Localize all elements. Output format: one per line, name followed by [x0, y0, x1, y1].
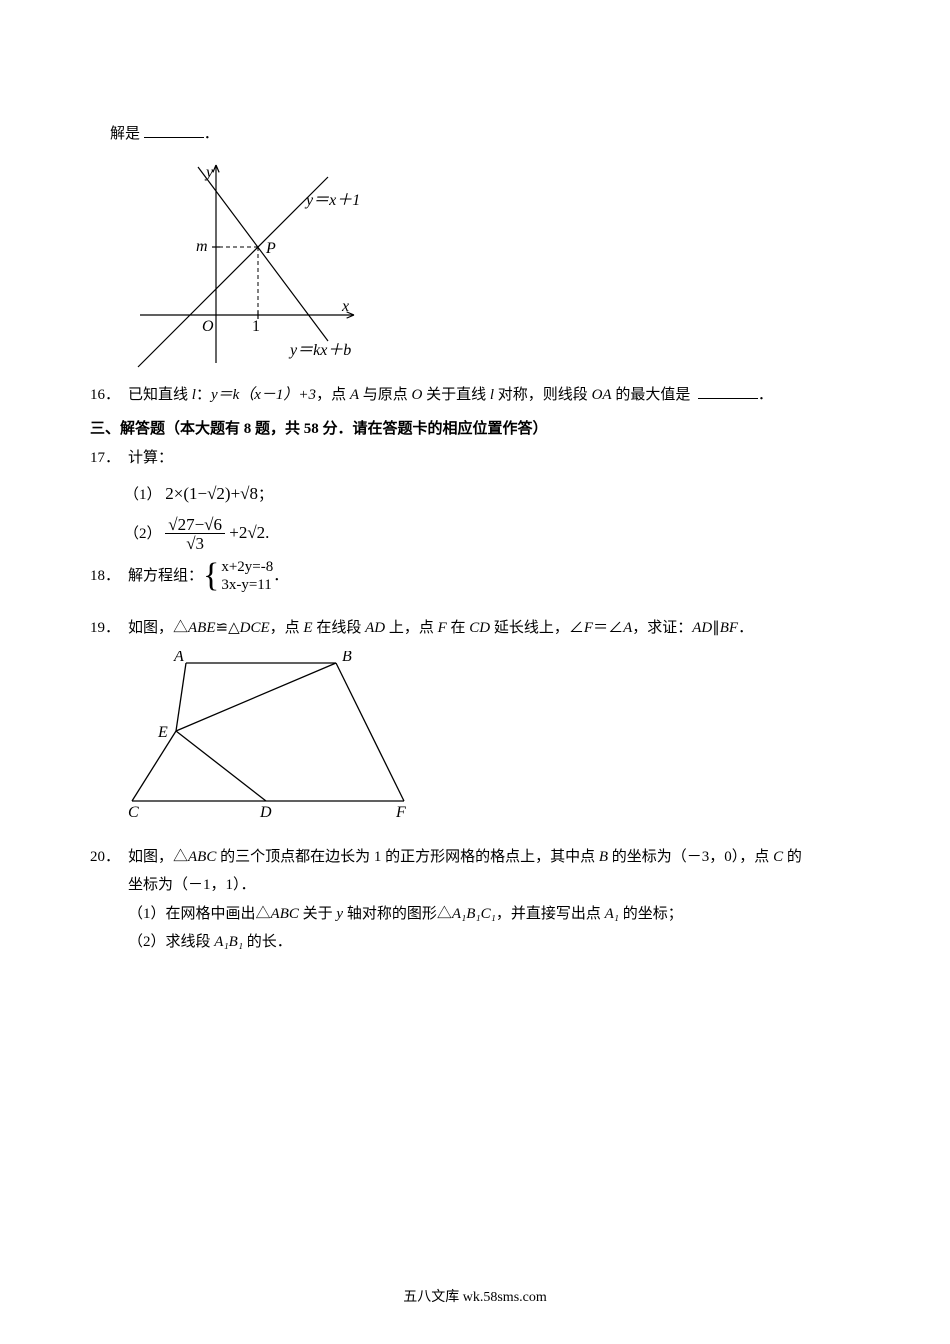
page-footer: 五八文库 wk.58sms.com — [0, 1285, 950, 1312]
q16-num: 16． — [90, 381, 128, 410]
q16-text: 已知直线 l：y＝k（x－1）+3，点 A 与原点 O 关于直线 l 对称，则线… — [128, 381, 773, 410]
svg-text:1: 1 — [252, 318, 260, 335]
svg-text:E: E — [157, 724, 168, 741]
svg-text:O: O — [202, 318, 214, 335]
q20-part2: （2） 求线段 A₁B₁ 的长． — [90, 928, 860, 957]
q18: 18． 解方程组： { x+2y=-8 3x-y=11 ． — [90, 558, 860, 594]
q19-text: 如图，△ABE≌△DCE，点 E 在线段 AD 上，点 F 在 CD 延长线上，… — [128, 614, 753, 643]
q16: 16． 已知直线 l：y＝k（x－1）+3，点 A 与原点 O 关于直线 l 对… — [90, 381, 860, 410]
q20-line2: 坐标为（－1，1）． — [90, 871, 860, 900]
q20-p1-text: 在网格中画出△ABC 关于 y 轴对称的图形△A₁B₁C₁，并直接写出点 A₁ … — [166, 900, 683, 929]
q18-num: 18． — [90, 562, 128, 591]
q20-text1: 如图，△ABC 的三个顶点都在边长为 1 的正方形网格的格点上，其中点 B 的坐… — [128, 843, 802, 872]
svg-text:A: A — [173, 651, 184, 665]
svg-text:x: x — [341, 298, 349, 315]
q15-text: 解是 — [110, 120, 140, 149]
q17-num: 17． — [90, 444, 128, 473]
q16-blank — [698, 384, 758, 399]
svg-text:y: y — [204, 164, 214, 181]
q20-num: 20． — [90, 843, 128, 872]
svg-text:P: P — [265, 240, 276, 257]
q19: 19． 如图，△ABE≌△DCE，点 E 在线段 AD 上，点 F 在 CD 延… — [90, 614, 860, 643]
svg-text:D: D — [259, 804, 272, 821]
q15-tail: 解是 ． — [90, 120, 860, 149]
q17: 17． 计算： — [90, 444, 860, 473]
q18-title: 解方程组： — [128, 562, 203, 591]
svg-text:F: F — [395, 804, 406, 821]
svg-text:y＝kx＋b: y＝kx＋b — [288, 342, 351, 359]
svg-text:B: B — [342, 651, 352, 665]
section-3-header: 三、解答题（本大题有 8 题，共 58 分．请在答题卡的相应位置作答） — [90, 415, 860, 444]
q19-num: 19． — [90, 614, 128, 643]
q20-p2-text: 求线段 A₁B₁ 的长． — [166, 928, 292, 957]
q15-blank — [144, 124, 204, 139]
q20-line1: 20． 如图，△ABC 的三个顶点都在边长为 1 的正方形网格的格点上，其中点 … — [90, 843, 860, 872]
q17-title: 计算： — [128, 444, 173, 473]
q17-part2: （2） √27−√6 √3 +2√2. — [90, 516, 860, 552]
q17-part1: （1） 2×(1−√2)+√8； — [90, 478, 860, 510]
q20-part1: （1） 在网格中画出△ABC 关于 y 轴对称的图形△A₁B₁C₁，并直接写出点… — [90, 900, 860, 929]
svg-text:m: m — [196, 238, 208, 255]
svg-text:C: C — [128, 804, 139, 821]
figure-triangles: A B E C D F — [126, 651, 860, 821]
figure-lines-graph: y x O 1 m Py＝x＋1 y＝kx＋b — [130, 155, 860, 371]
q17-p2-expr: √27−√6 √3 +2√2. — [165, 523, 269, 542]
q17-p1-expr: 2×(1−√2)+√8 — [165, 484, 258, 503]
svg-text:y＝x＋1: y＝x＋1 — [304, 192, 360, 209]
q15-period: ． — [204, 120, 219, 149]
q18-system: { x+2y=-8 3x-y=11 — [203, 558, 273, 594]
